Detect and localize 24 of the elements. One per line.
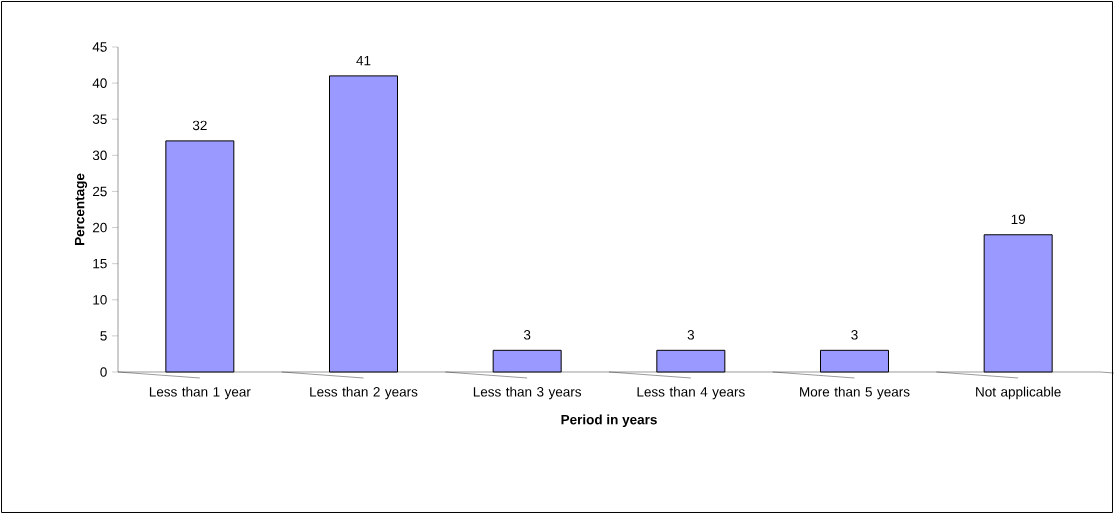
data-label: 19	[1011, 214, 1026, 225]
x-axis-title: Period in years	[561, 414, 657, 428]
x-tick-label: Less than 4 years	[637, 386, 745, 400]
x-tick-label: Less than 3 years	[473, 386, 582, 400]
y-tick-label: 45	[92, 42, 107, 52]
data-label: 41	[356, 55, 371, 66]
x-tick-label: Not applicable	[976, 386, 1061, 400]
data-label: 3	[851, 330, 858, 340]
y-axis-title: Percentage	[74, 173, 88, 245]
y-tick-label: 20	[92, 222, 107, 233]
y-tick-label: 25	[92, 186, 107, 197]
data-label: 3	[523, 330, 531, 340]
y-tick-label: 0	[100, 367, 107, 377]
y-tick-label: 30	[92, 150, 107, 161]
data-label: 32	[192, 120, 207, 131]
x-tick-label: Less than 1 year	[149, 386, 251, 400]
data-label: 3	[687, 330, 694, 340]
y-tick-label: 35	[92, 114, 107, 124]
y-tick-label: 40	[92, 78, 107, 88]
x-tick-label: More than 5 years	[800, 386, 910, 400]
x-tick-label: Less than 2 years	[310, 386, 418, 400]
y-tick-label: 5	[100, 331, 107, 341]
y-tick-label: 15	[93, 258, 107, 269]
y-tick-label: 10	[93, 294, 107, 305]
